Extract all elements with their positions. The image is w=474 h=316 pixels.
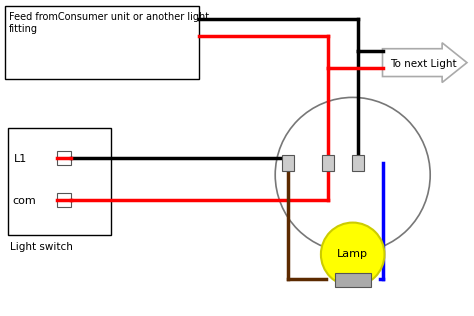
Bar	[335, 273, 371, 287]
Text: Feed fromConsumer unit or another light
fitting: Feed fromConsumer unit or another light …	[9, 12, 209, 33]
FancyArrow shape	[383, 43, 467, 82]
Bar	[56, 151, 71, 165]
Text: L1: L1	[14, 154, 27, 164]
Bar	[322, 155, 334, 171]
Bar	[8, 128, 111, 234]
Circle shape	[321, 222, 384, 286]
Text: Lamp: Lamp	[337, 249, 368, 259]
Text: Light switch: Light switch	[10, 242, 73, 252]
Circle shape	[275, 97, 430, 252]
Text: com: com	[12, 196, 36, 206]
Bar	[5, 6, 199, 78]
Bar	[56, 193, 71, 207]
Bar	[282, 155, 294, 171]
Bar	[352, 155, 364, 171]
Text: To next Light: To next Light	[391, 58, 457, 69]
